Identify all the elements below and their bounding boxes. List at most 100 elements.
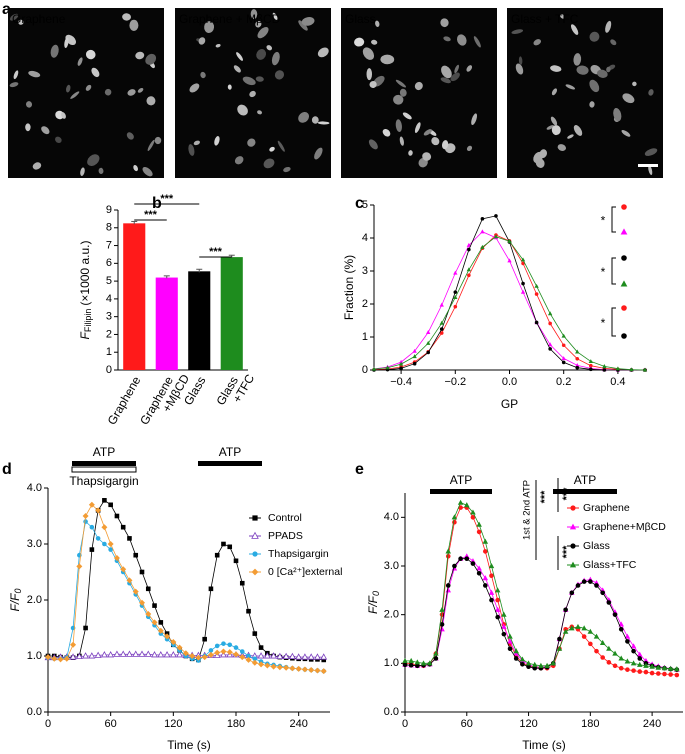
y-axis-label: F/F0 [366, 591, 381, 614]
y-axis-label-sub: 0 [13, 588, 23, 593]
legend-marker [569, 523, 577, 530]
y-tick-label: 4.0 [27, 482, 42, 494]
data-point [233, 645, 239, 650]
data-point [288, 652, 296, 660]
cell [402, 112, 412, 120]
stimulus-label: Thapsigargin [69, 474, 138, 488]
x-tick-label: 120 [519, 718, 537, 730]
cell [298, 20, 308, 31]
y-tick-label: 6 [106, 257, 112, 269]
data-point [321, 657, 327, 663]
data-point [451, 514, 458, 520]
data-point [214, 643, 220, 649]
data-point [615, 366, 621, 371]
data-point [75, 652, 83, 660]
cell [272, 12, 278, 20]
data-point [239, 654, 246, 661]
data-point [544, 662, 550, 668]
cell [454, 64, 460, 74]
cell [596, 69, 608, 78]
data-point [575, 623, 581, 629]
legend-label: PPADS [268, 530, 303, 542]
cell [193, 140, 200, 146]
data-point [113, 555, 120, 561]
data-point [445, 548, 452, 554]
image-label: Graphene [12, 12, 66, 26]
data-point [45, 654, 51, 661]
data-point [494, 606, 501, 612]
data-point [453, 295, 458, 300]
y-axis-label-sub: Filipin [83, 309, 93, 333]
data-point [513, 656, 519, 661]
cell [422, 152, 432, 161]
data-point [631, 668, 636, 673]
bar [188, 271, 211, 370]
data-point [402, 662, 408, 668]
cell [85, 84, 92, 91]
data-point [501, 631, 507, 637]
cell [122, 13, 131, 21]
x-tick-label: 240 [289, 718, 307, 730]
data-point [227, 544, 233, 550]
data-point [214, 649, 221, 656]
cell [9, 82, 19, 88]
data-point [295, 653, 303, 660]
cell [146, 96, 156, 106]
data-point [151, 619, 158, 626]
cell [610, 39, 617, 46]
cell [573, 125, 583, 136]
y-tick-label: 1 [106, 346, 112, 358]
cell [13, 70, 19, 80]
cell [242, 76, 256, 86]
data-point [83, 519, 88, 524]
data-point [507, 646, 513, 652]
cell [317, 121, 330, 125]
cell [269, 146, 275, 152]
x-axis-label: GP [501, 397, 518, 411]
micrograph [8, 8, 164, 178]
cell [147, 139, 155, 151]
data-point [163, 651, 171, 658]
series-line [48, 499, 324, 661]
data-point [649, 663, 655, 669]
cell [247, 138, 256, 147]
data-point [195, 654, 202, 661]
image-label: Graphene + MβCD [179, 12, 281, 26]
significance-bracket [611, 307, 616, 337]
cell [362, 47, 375, 60]
y-axis-label: Fraction (%) [342, 255, 356, 320]
data-point [550, 660, 557, 666]
data-point [489, 573, 494, 579]
cell [399, 88, 407, 97]
data-point [258, 645, 264, 650]
data-point [412, 354, 417, 359]
data-point [102, 541, 107, 547]
cell [382, 128, 391, 137]
cell [18, 19, 24, 25]
cell [369, 81, 377, 88]
cell [354, 37, 365, 47]
data-point [151, 651, 158, 658]
data-point [239, 580, 245, 586]
legend-label: Glass [583, 540, 610, 552]
cell [511, 29, 524, 34]
x-tick-label: 120 [164, 718, 182, 730]
data-point [120, 524, 126, 530]
cell [274, 70, 285, 80]
stimulus-label: ATP [450, 473, 472, 487]
data-point [119, 650, 127, 657]
y-axis-label: FFilipin (×1000 a.u.) [78, 241, 93, 340]
data-point [476, 521, 482, 527]
cell [301, 17, 315, 26]
data-point [314, 667, 321, 674]
data-point [445, 583, 451, 588]
data-point [636, 651, 643, 657]
legend-label: Graphene+MβCD [583, 521, 666, 533]
data-point [76, 563, 83, 570]
data-point [495, 614, 500, 620]
legend-marker [252, 551, 258, 557]
cell [535, 158, 545, 168]
data-point [320, 668, 327, 675]
y-tick-label: 0 [362, 364, 368, 376]
y-axis-label-main: F/F [8, 593, 22, 612]
